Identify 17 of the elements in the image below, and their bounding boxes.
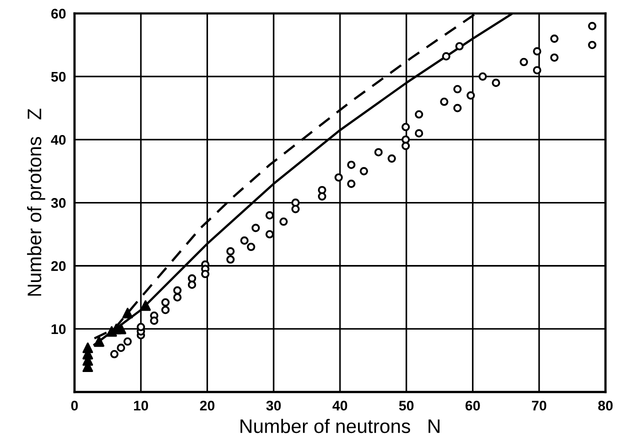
x-tick-label: 10	[134, 400, 148, 411]
x-tick-label: 50	[399, 400, 414, 411]
x-tick-label: 40	[332, 400, 348, 411]
x-tick-label: 80	[598, 400, 613, 411]
x-tick-label: 70	[532, 400, 546, 411]
x-tick-label: 60	[466, 400, 480, 411]
y-tick-label: 60	[51, 8, 66, 19]
y-tick-label: 50	[51, 72, 66, 82]
y-tick-label: 40	[50, 134, 66, 145]
x-tick-label: 20	[200, 400, 214, 411]
x-tick-label: 0	[71, 400, 78, 411]
x-tick-label: 30	[266, 400, 281, 411]
y-tick-label: 10	[52, 324, 66, 334]
x-axis-title: Number of neutrons N	[240, 418, 440, 434]
y-tick-label: 20	[51, 261, 66, 271]
y-axis-title: Number of protons Z	[27, 108, 46, 296]
y-tick-label: 30	[51, 198, 66, 208]
